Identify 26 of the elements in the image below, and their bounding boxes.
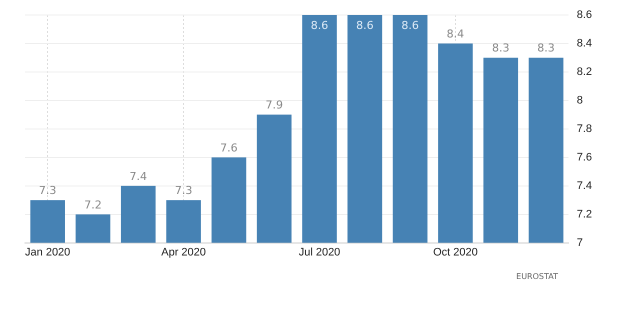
x-tick-label: Apr 2020: [161, 246, 206, 258]
y-tick-label: 8: [576, 94, 583, 106]
y-tick-label: 8.6: [576, 9, 592, 22]
data-label: 7.4: [130, 170, 148, 183]
y-tick-label: 7.8: [576, 122, 592, 135]
data-label: 7.6: [220, 141, 238, 154]
data-label: 8.3: [492, 42, 510, 55]
y-tick-label: 7.2: [576, 208, 592, 220]
data-label: 7.9: [265, 98, 283, 112]
y-tick-label: 7.6: [576, 151, 592, 164]
y-tick-label: 8.2: [576, 66, 592, 78]
data-label: 8.6: [401, 19, 419, 32]
x-tick-label: Jan 2020: [25, 246, 70, 258]
data-label: 8.6: [356, 19, 374, 32]
x-tick-label: Oct 2020: [433, 246, 478, 258]
data-label: 7.3: [174, 184, 192, 198]
y-tick-label: 7.4: [576, 180, 592, 192]
x-tick-label: Jul 2020: [298, 246, 340, 258]
data-label: 7.3: [38, 184, 56, 198]
y-tick-label: 7: [576, 236, 583, 249]
data-label: 7.2: [84, 198, 102, 212]
data-label: 8.3: [537, 42, 555, 55]
data-label: 8.4: [446, 27, 464, 40]
text: EUROSTAT: [516, 272, 558, 281]
data-label: 8.6: [310, 19, 328, 32]
y-tick-label: 8.4: [576, 38, 592, 50]
